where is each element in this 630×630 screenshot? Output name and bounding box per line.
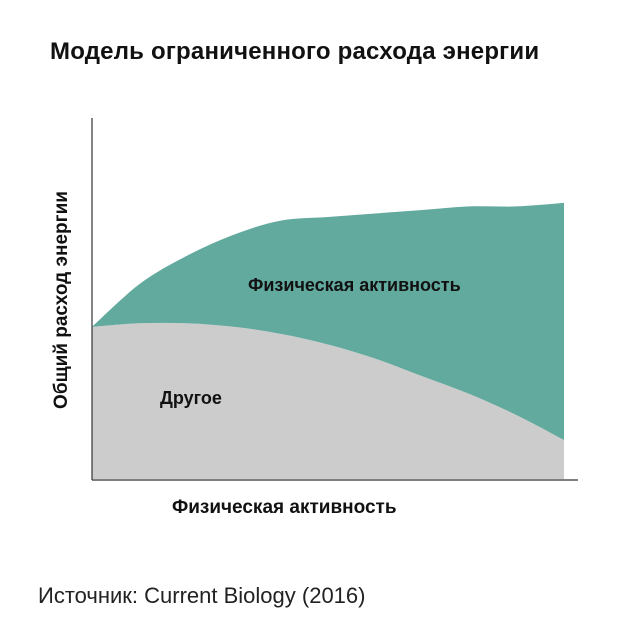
area-other: [92, 322, 564, 479]
source-note: Источник: Current Biology (2016): [38, 583, 366, 608]
chart-title: Модель ограниченного расхода энергии: [50, 38, 540, 65]
area-physical-activity: [92, 202, 564, 441]
x-axis-label: Физическая активность: [172, 497, 397, 518]
series-label-physical-activity: Физическая активность: [248, 275, 461, 295]
series-label-other: Другое: [160, 388, 222, 408]
